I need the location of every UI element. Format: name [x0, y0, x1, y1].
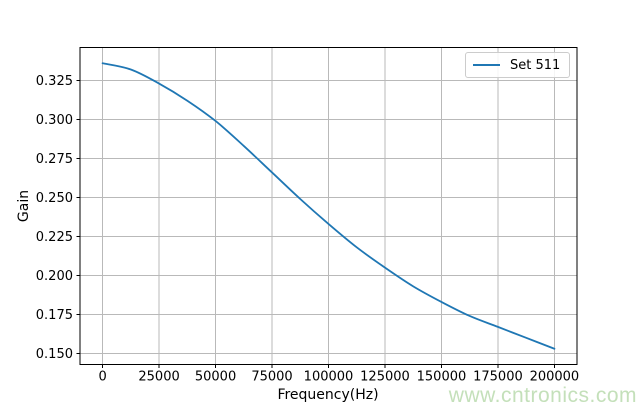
x-tick-label: 0 [98, 370, 106, 385]
x-tick-label: 25000 [138, 370, 179, 385]
y-tick-label: 0.225 [36, 230, 73, 245]
y-tick-label: 0.150 [36, 347, 73, 362]
x-tick-label: 175000 [473, 370, 523, 385]
legend-label: Set 511 [510, 57, 561, 73]
legend: Set 511 [465, 52, 570, 78]
x-tick-label: 125000 [360, 370, 410, 385]
y-tick-label: 0.200 [36, 269, 73, 284]
y-tick-label: 0.325 [36, 74, 73, 89]
legend-line-sample [473, 64, 500, 66]
x-tick-label: 50000 [195, 370, 236, 385]
y-tick-label: 0.175 [36, 308, 73, 323]
x-tick-label: 75000 [251, 370, 292, 385]
x-tick-label: 100000 [304, 370, 354, 385]
y-tick-label: 0.300 [36, 113, 73, 128]
watermark: www.cntronics.com [448, 384, 637, 407]
y-tick-label: 0.250 [36, 191, 73, 206]
y-tick-label: 0.275 [36, 152, 73, 167]
x-axis-title: Frequency(Hz) [277, 387, 379, 403]
data-line-set-511 [101, 62, 556, 350]
y-axis-title: Gain [16, 189, 32, 223]
x-tick-label: 150000 [417, 370, 467, 385]
x-tick-label: 200000 [530, 370, 580, 385]
